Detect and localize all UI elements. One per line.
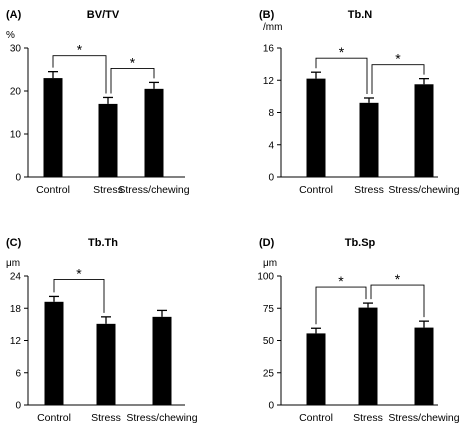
- y-tick-label: 8: [268, 108, 274, 119]
- y-tick-label: 16: [263, 44, 275, 55]
- x-category-label: Control: [36, 184, 70, 196]
- significance-bracket: [315, 57, 368, 94]
- y-tick-label: 50: [263, 336, 275, 347]
- y-tick-label: 24: [10, 272, 22, 283]
- significance-star: *: [395, 271, 401, 287]
- bar: [358, 307, 378, 405]
- y-unit-label: %: [6, 30, 15, 41]
- chart-title: Tb.N: [348, 9, 372, 21]
- bar: [414, 84, 434, 177]
- significance-bracket: [370, 284, 425, 318]
- y-tick-label: 30: [10, 44, 22, 55]
- significance-star: *: [395, 51, 401, 67]
- y-tick-label: 100: [257, 272, 274, 283]
- bar: [43, 78, 63, 177]
- y-tick-label: 0: [15, 173, 21, 184]
- bar: [359, 102, 379, 177]
- bar: [44, 301, 64, 405]
- chart-title: Tb.Th: [88, 237, 118, 249]
- y-tick-label: 75: [263, 304, 275, 315]
- y-tick-label: 0: [15, 401, 21, 412]
- significance-star: *: [76, 265, 82, 281]
- panel-label: (A): [6, 9, 22, 21]
- x-category-label: Stress/chewing: [118, 184, 189, 196]
- y-tick-label: 0: [268, 173, 274, 184]
- x-category-label: Stress: [353, 412, 383, 424]
- significance-star: *: [130, 54, 136, 70]
- significance-bracket: [52, 55, 107, 94]
- x-category-label: Control: [299, 184, 333, 196]
- x-category-label: Control: [299, 412, 333, 424]
- x-category-label: Stress/chewing: [388, 184, 459, 196]
- bar: [306, 78, 326, 177]
- chart-panel-3: (C) Tb.Th μm 0 6 12 18 24 Control Stress Stress/ch…: [6, 237, 198, 424]
- y-tick-label: 12: [263, 76, 275, 87]
- x-category-label: Stress: [93, 184, 123, 196]
- bar: [98, 103, 118, 177]
- panel-label: (B): [259, 9, 275, 21]
- x-category-label: Control: [37, 412, 71, 424]
- chart-title: BV/TV: [87, 9, 120, 21]
- significance-bracket: [110, 67, 155, 94]
- significance-star: *: [339, 44, 345, 60]
- bar: [414, 327, 434, 405]
- bar: [144, 88, 164, 177]
- y-tick-label: 0: [268, 401, 274, 412]
- panel-label: (D): [259, 237, 275, 249]
- panel-label: (C): [6, 237, 22, 249]
- chart-panel-4: (D) Tb.Sp μm 0 25 50 75 100 Control Stress Stress/…: [257, 237, 459, 424]
- bar: [96, 323, 116, 405]
- y-tick-label: 6: [15, 368, 21, 379]
- y-unit-label: /mm: [263, 22, 282, 33]
- y-unit-label: μm: [6, 258, 20, 269]
- x-category-label: Stress: [91, 412, 121, 424]
- x-category-label: Stress/chewing: [126, 412, 197, 424]
- bar: [306, 333, 326, 405]
- y-tick-label: 18: [10, 304, 22, 315]
- bar: [152, 316, 172, 405]
- y-tick-label: 20: [10, 87, 22, 98]
- y-unit-label: μm: [263, 258, 277, 269]
- significance-star: *: [77, 42, 83, 58]
- chart-panel-2: (B) Tb.N/mm 0 4 8 12 16 Control Stress Stress/che…: [259, 9, 460, 196]
- x-category-label: Stress: [354, 184, 384, 196]
- y-tick-label: 12: [10, 336, 22, 347]
- y-tick-label: 4: [268, 140, 274, 151]
- y-tick-label: 25: [263, 368, 275, 379]
- significance-star: *: [338, 273, 344, 289]
- chart-title: Tb.Sp: [345, 237, 376, 249]
- y-tick-label: 10: [10, 130, 22, 141]
- significance-bracket: [315, 286, 367, 325]
- significance-bracket: [371, 64, 425, 94]
- significance-bracket: [53, 278, 105, 313]
- chart-panel-1: (A) BV/TV% 0 10 20 30 Control StressStress/chew…: [6, 9, 190, 196]
- x-category-label: Stress/chewing: [388, 412, 459, 424]
